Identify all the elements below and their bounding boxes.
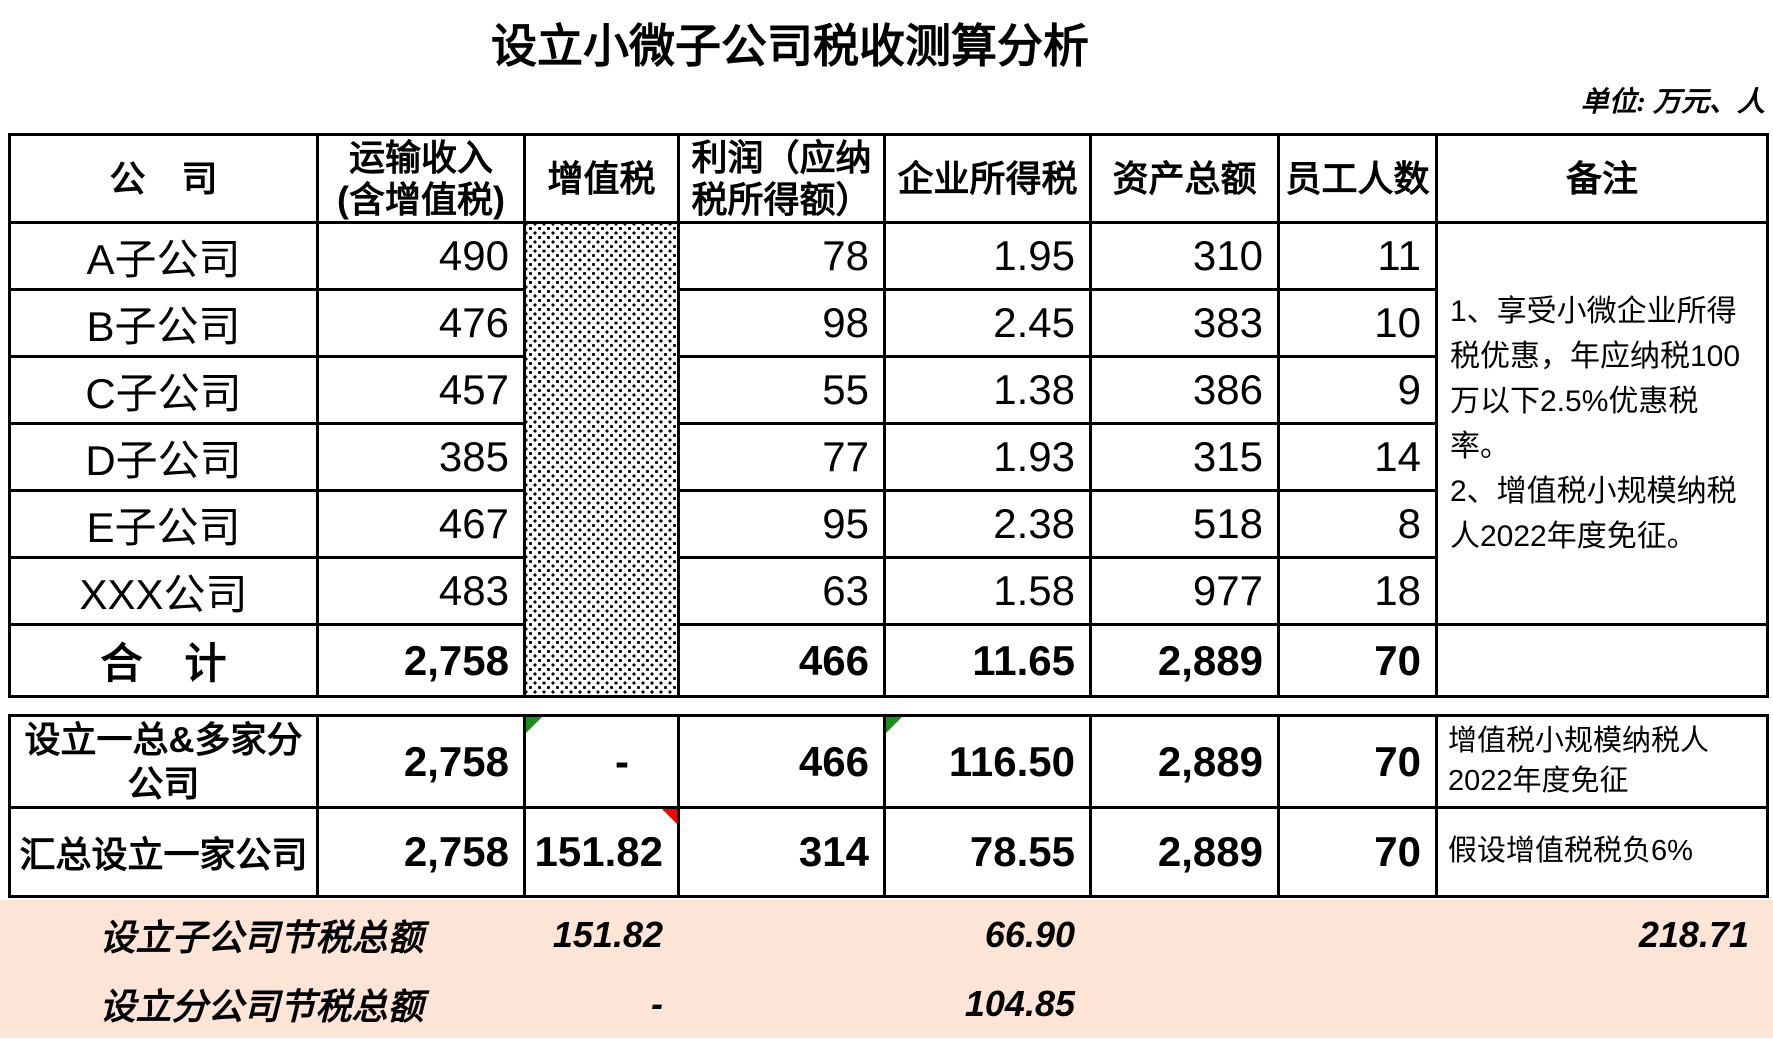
scenario2-assets: 2,889 (1092, 809, 1280, 895)
scenario2-revenue: 2,758 (319, 809, 526, 895)
row-c-income-tax: 1.38 (886, 358, 1092, 425)
total-remark-empty (1438, 626, 1766, 695)
row-e-assets: 518 (1092, 492, 1280, 559)
row-e-profit: 95 (680, 492, 886, 559)
row-d-company: D子公司 (11, 425, 319, 492)
scenario1-vat: - (526, 717, 680, 809)
row-b-employees: 10 (1280, 291, 1438, 358)
header-remark: 备注 (1438, 136, 1766, 224)
row-xxx-income-tax: 1.58 (886, 559, 1092, 626)
row-c-revenue: 457 (319, 358, 526, 425)
scenario1-label: 设立一总&多家分公司 (11, 717, 319, 809)
summary2-label: 设立分公司节税总额 (99, 985, 424, 1027)
vat-pattern-cell (526, 224, 680, 695)
total-income-tax: 11.65 (886, 626, 1092, 695)
row-xxx-employees: 18 (1280, 559, 1438, 626)
scenario2-remark: 假设增值税税负6% (1448, 835, 1693, 868)
summary2-income-tax-saving: 104.85 (964, 982, 1075, 1024)
summary1-vat-saving: 151.82 (552, 913, 663, 955)
row-b-revenue: 476 (319, 291, 526, 358)
row-b-income-tax: 2.45 (886, 291, 1092, 358)
total-assets: 2,889 (1092, 626, 1280, 695)
scenario1-employees: 70 (1280, 717, 1438, 809)
scenario2-income-tax: 78.55 (886, 809, 1092, 895)
page-title: 设立小微子公司税收测算分析 (491, 21, 1089, 72)
error-indicator-icon (526, 717, 542, 733)
scenario2-profit: 314 (680, 809, 886, 895)
total-profit: 466 (680, 626, 886, 695)
row-b-assets: 383 (1092, 291, 1280, 358)
row-xxx-revenue: 483 (319, 559, 526, 626)
row-xxx-company: XXX公司 (11, 559, 319, 626)
unit-note: 单位: 万元、人 (1580, 87, 1765, 118)
scenario1-assets: 2,889 (1092, 717, 1280, 809)
total-employees: 70 (1280, 626, 1438, 695)
scenario2-employees: 70 (1280, 809, 1438, 895)
row-e-company: E子公司 (11, 492, 319, 559)
row-c-employees: 9 (1280, 358, 1438, 425)
summary1-total-saving: 218.71 (1638, 913, 1749, 955)
total-revenue: 2,758 (319, 626, 526, 695)
comment-indicator-icon (662, 809, 677, 824)
scenario1-revenue: 2,758 (319, 717, 526, 809)
row-d-revenue: 385 (319, 425, 526, 492)
row-d-profit: 77 (680, 425, 886, 492)
scenario-table: 设立一总&多家分公司 2,758 - 466 116.50 2,889 70 增… (8, 714, 1769, 898)
row-xxx-profit: 63 (680, 559, 886, 626)
scenario1-profit: 466 (680, 717, 886, 809)
row-c-profit: 55 (680, 358, 886, 425)
header-income-tax: 企业所得税 (886, 136, 1092, 224)
scenario2-vat: 151.82 (526, 809, 680, 895)
error-indicator-icon (886, 717, 902, 733)
row-a-assets: 310 (1092, 224, 1280, 291)
subsidiary-table: 公 司 运输收入 (含增值税) 增值税 利润（应纳 税所得额） 企业所得税 资产… (8, 133, 1769, 698)
row-e-revenue: 467 (319, 492, 526, 559)
tax-saving-summary: 设立子公司节税总额 151.82 66.90 218.71 设立分公司节税总额 … (0, 900, 1773, 1038)
row-c-company: C子公司 (11, 358, 319, 425)
row-a-revenue: 490 (319, 224, 526, 291)
header-assets: 资产总额 (1092, 136, 1280, 224)
row-a-company: A子公司 (11, 224, 319, 291)
header-employees: 员工人数 (1280, 136, 1438, 224)
scenario2-label: 汇总设立一家公司 (11, 809, 319, 895)
summary1-label: 设立子公司节税总额 (99, 916, 424, 958)
summary2-total-saving (1435, 969, 1773, 1038)
row-d-assets: 315 (1092, 425, 1280, 492)
row-a-income-tax: 1.95 (886, 224, 1092, 291)
row-d-employees: 14 (1280, 425, 1438, 492)
scenario1-income-tax: 116.50 (886, 717, 1092, 809)
row-e-income-tax: 2.38 (886, 492, 1092, 559)
row-a-employees: 11 (1280, 224, 1438, 291)
row-d-income-tax: 1.93 (886, 425, 1092, 492)
row-b-profit: 98 (680, 291, 886, 358)
row-e-employees: 8 (1280, 492, 1438, 559)
header-revenue: 运输收入 (含增值税) (319, 136, 526, 224)
summary1-income-tax-saving: 66.90 (984, 913, 1075, 955)
header-vat: 增值税 (526, 136, 680, 224)
row-a-profit: 78 (680, 224, 886, 291)
scenario1-remark: 增值税小规模纳税人 2022年度免征 (1438, 717, 1766, 809)
row-xxx-assets: 977 (1092, 559, 1280, 626)
row-b-company: B子公司 (11, 291, 319, 358)
table1-remark-cell: 1、享受小微企业所得税优惠，年应纳税100万以下2.5%优惠税率。 2、增值税小… (1438, 224, 1766, 626)
row-c-assets: 386 (1092, 358, 1280, 425)
summary2-vat-saving: - (651, 982, 663, 1024)
total-label: 合 计 (11, 626, 319, 695)
header-company: 公 司 (11, 136, 319, 224)
header-profit: 利润（应纳 税所得额） (680, 136, 886, 224)
